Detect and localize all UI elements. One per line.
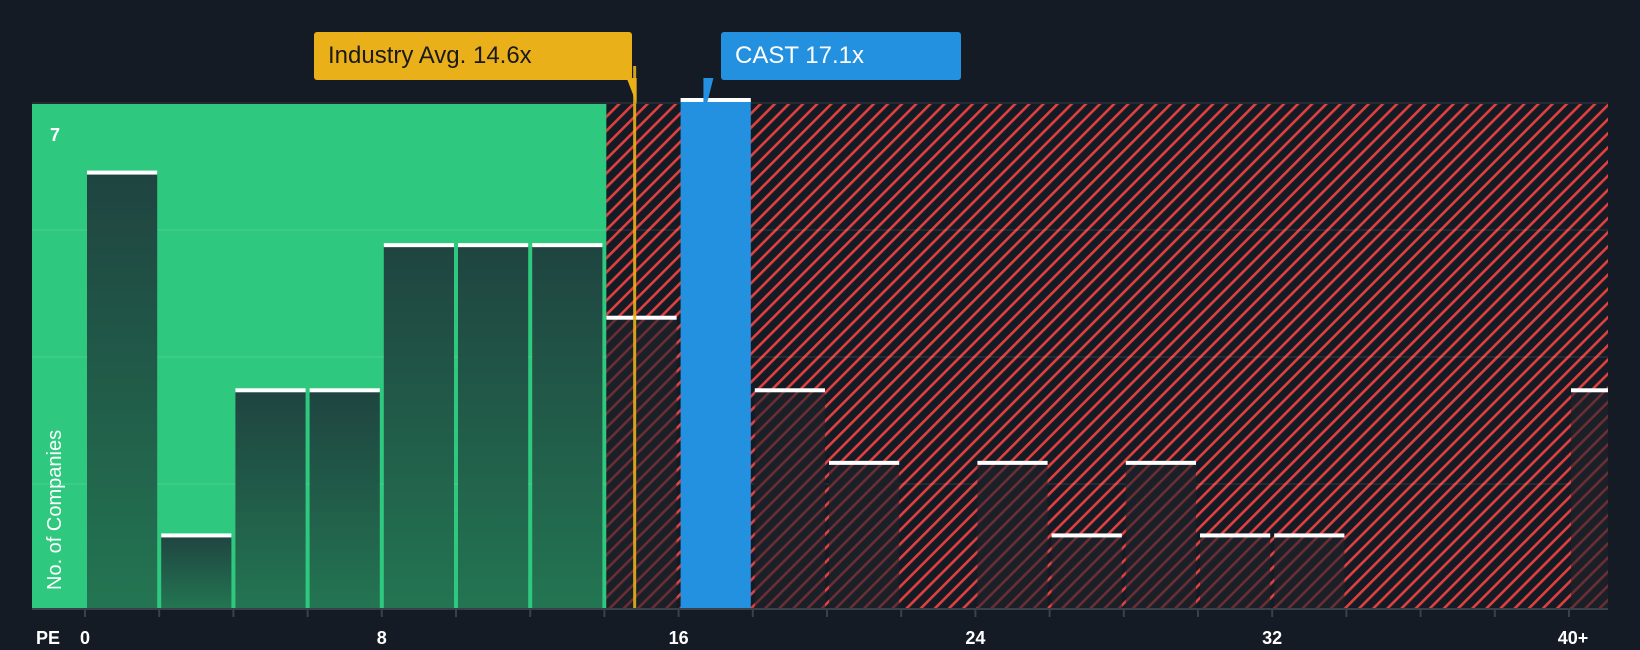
y-axis-max-label: 7 <box>50 125 61 145</box>
x-tick-label: 16 <box>668 628 689 648</box>
histogram-bar <box>235 390 306 608</box>
histogram-bar <box>829 462 900 608</box>
histogram-bars <box>87 98 1608 609</box>
histogram-bar <box>1051 535 1122 608</box>
histogram-bar <box>383 245 454 608</box>
x-axis <box>32 608 1608 617</box>
bar-top-marker <box>1571 388 1608 393</box>
bar-top-marker <box>458 243 529 248</box>
histogram-bar <box>1125 462 1196 608</box>
histogram-bar <box>309 390 380 608</box>
bar-top-marker <box>161 533 232 538</box>
histogram-bar <box>754 390 825 608</box>
value-markers <box>626 66 714 608</box>
bar-top-marker <box>1125 460 1196 465</box>
histogram-bar <box>1200 535 1271 608</box>
histogram-bar <box>977 462 1048 608</box>
company-label: CAST 17.1x <box>735 42 864 69</box>
highlighted-bar <box>680 100 751 608</box>
industry-average-pointer <box>626 78 637 104</box>
bar-top-marker <box>1200 533 1271 538</box>
x-tick-label: 8 <box>376 628 387 648</box>
bar-top-marker <box>977 460 1048 465</box>
bar-top-marker <box>680 98 751 102</box>
histogram-bar <box>606 317 677 608</box>
histogram-bar <box>1571 390 1608 608</box>
bar-top-marker <box>1051 533 1122 538</box>
bar-top-marker <box>383 243 454 248</box>
company-callout: CAST 17.1x <box>721 32 961 80</box>
x-axis-title: PE <box>36 628 61 648</box>
y-axis-title: No. of Companies <box>44 429 66 590</box>
x-tick-label: 40+ <box>1557 628 1589 648</box>
histogram-bar <box>1274 535 1345 608</box>
industry-average-callout: Industry Avg. 14.6x <box>314 32 632 80</box>
x-tick-label: 24 <box>965 628 986 648</box>
x-tick-label: 0 <box>79 628 91 648</box>
x-tick-label: 32 <box>1262 628 1283 648</box>
bar-top-marker <box>532 243 603 248</box>
company-pointer <box>703 78 714 118</box>
histogram-bar <box>87 172 158 609</box>
industry-average-label: Industry Avg. 14.6x <box>328 42 532 69</box>
histogram-bar <box>458 245 529 608</box>
bar-top-marker <box>754 388 825 393</box>
bar-top-marker <box>1274 533 1345 538</box>
bar-top-marker <box>606 315 677 320</box>
histogram-bar <box>161 535 232 608</box>
histogram-bar <box>532 245 603 608</box>
bar-top-marker <box>829 460 900 465</box>
bar-top-marker <box>87 170 158 175</box>
bar-top-marker <box>235 388 306 393</box>
bar-top-marker <box>309 388 380 393</box>
